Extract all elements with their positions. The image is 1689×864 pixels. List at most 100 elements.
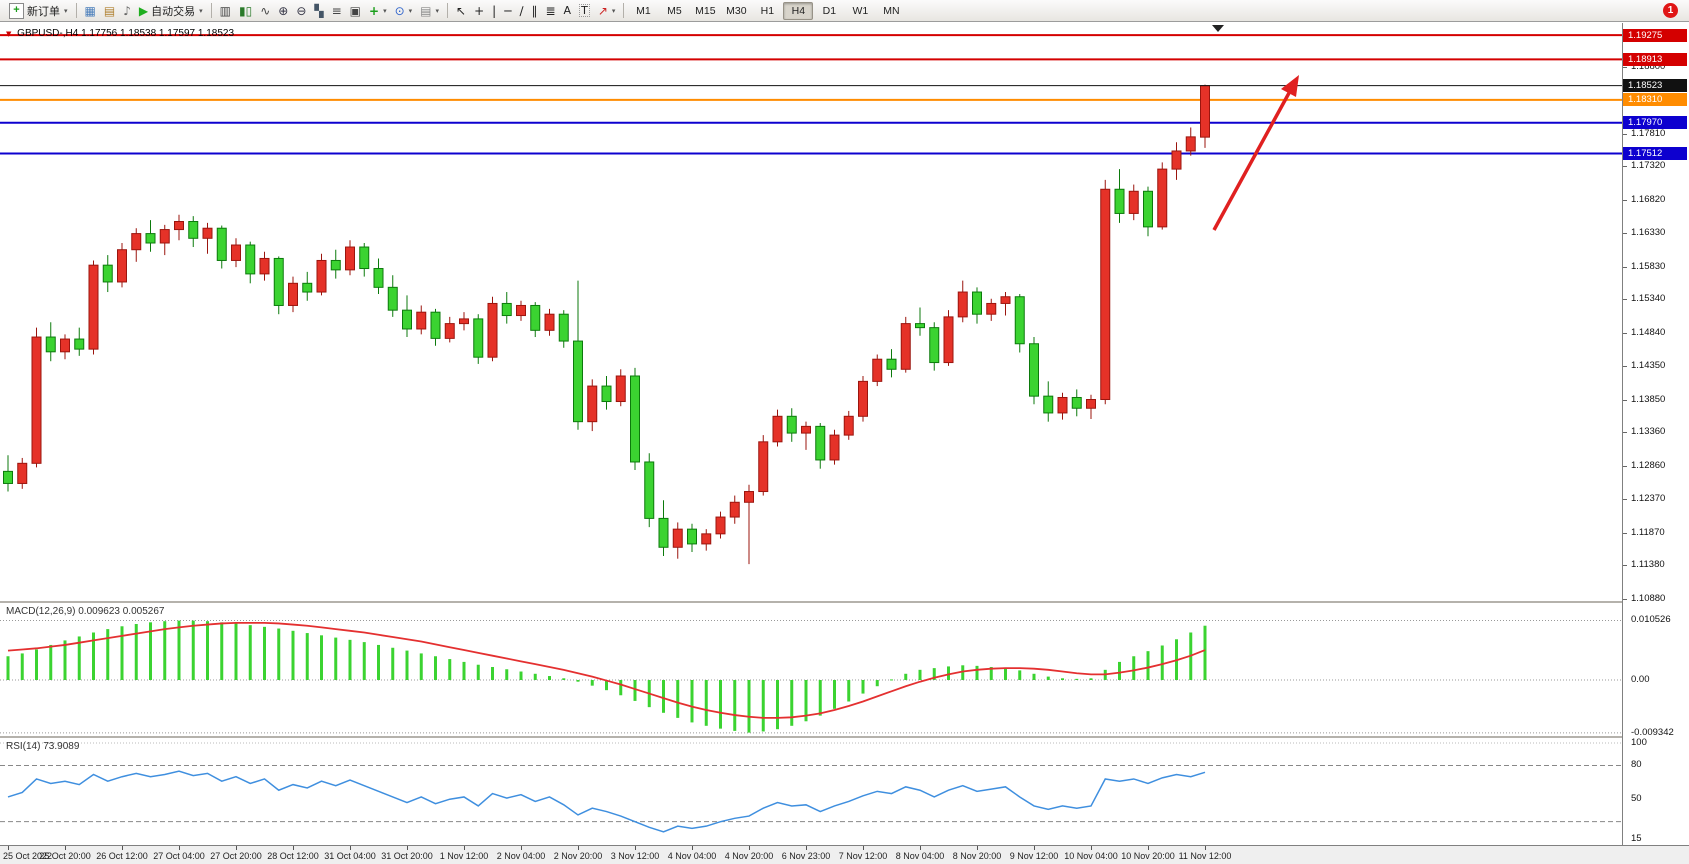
chart-shift-marker-icon[interactable]	[1212, 25, 1224, 32]
rsi-value: 73.9089	[43, 741, 80, 752]
trendline-tool-button[interactable]: ∕	[515, 2, 527, 20]
periods-button[interactable]: ⊙ ▾	[391, 2, 417, 20]
price-tick-mark	[1623, 67, 1627, 68]
timeframe-button-d1[interactable]: D1	[822, 4, 837, 17]
price-tick-label: 1.14350	[1631, 359, 1666, 371]
tile-windows-button[interactable]: ▚	[310, 2, 327, 20]
time-tick-mark	[692, 846, 693, 850]
objects-list-icon: ▣	[349, 3, 362, 18]
macd-histogram-bar	[1089, 678, 1093, 680]
rsi-axis-label: 100	[1631, 737, 1647, 748]
chevron-down-icon: ▾	[611, 6, 616, 15]
candle-body	[416, 311, 427, 330]
text-tool-button[interactable]: A	[560, 2, 576, 20]
cursor-tool-button[interactable]: ↖	[452, 2, 470, 20]
line-chart-button[interactable]: ∿	[256, 2, 274, 20]
chart-canvas[interactable]	[0, 23, 1622, 845]
price-axis[interactable]: 1.18800 1.18310 1.17810 1.17320 1.16820 1.163…	[1622, 23, 1689, 845]
fibonacci-tool-button[interactable]: ≣	[541, 2, 559, 20]
candle-body	[1100, 188, 1111, 401]
candle-body	[1086, 399, 1096, 409]
candle-body	[729, 501, 740, 518]
zoom-out-button[interactable]: ⊖	[292, 2, 310, 20]
macd-histogram-bar	[947, 666, 950, 680]
arrow-tool-icon: ↗	[597, 3, 608, 18]
profiles-button[interactable]: ▤	[100, 2, 119, 20]
tile-windows-icon: ▚	[314, 3, 324, 18]
time-tick-label: 2 Nov 04:00	[496, 851, 546, 861]
macd-histogram-bar	[576, 680, 580, 682]
macd-histogram-bar	[733, 680, 737, 731]
notification-badge[interactable]: 1	[1663, 3, 1678, 18]
autotrading-button[interactable]: ▶ 自动交易 ▾	[135, 2, 207, 20]
price-level-badge: 1.17512	[1623, 147, 1687, 161]
zoom-in-icon: ⊕	[278, 3, 289, 18]
price-tick-mark	[1623, 266, 1627, 268]
timeframe-button-m30[interactable]: M30	[726, 4, 747, 17]
macd-histogram-bar	[761, 680, 765, 732]
charts-button[interactable]: ▦	[81, 2, 100, 20]
macd-histogram-bar	[1203, 625, 1207, 680]
macd-histogram-bar	[676, 680, 680, 718]
candle-body	[402, 309, 412, 330]
candlestick-chart-button[interactable]: ▮▯	[235, 2, 256, 20]
candle-body	[601, 385, 612, 403]
add-indicator-button[interactable]: + ▾	[365, 2, 391, 20]
candle-body	[615, 375, 626, 403]
price-tick-mark	[1623, 599, 1627, 600]
price-tick-label: 1.11380	[1631, 559, 1665, 571]
timeframe-button-w1[interactable]: W1	[852, 4, 869, 17]
trend-arrow-annotation[interactable]	[1212, 92, 1291, 231]
candle-body	[1043, 395, 1054, 414]
price-tick-label: 1.13850	[1631, 393, 1666, 405]
macd-histogram-bar	[334, 637, 338, 680]
objects-list-button[interactable]: ▣	[346, 2, 365, 20]
time-tick-mark	[65, 846, 66, 850]
time-tick-label: 6 Nov 23:00	[781, 851, 831, 861]
channel-tool-button[interactable]: ∥	[527, 2, 541, 20]
templates-button[interactable]: ▤ ▾	[416, 2, 443, 20]
indicators-list-button[interactable]: ≡	[328, 2, 346, 20]
label-tool-button[interactable]: T	[575, 2, 594, 20]
timeframe-button-h4[interactable]: H4	[783, 1, 814, 20]
time-axis[interactable]: 25 Oct 2022 25 Oct 20:00 26 Oct 12:00 27 Oc…	[0, 845, 1689, 864]
macd-histogram-bar	[1018, 670, 1022, 680]
rsi-axis-label: 15	[1631, 832, 1642, 844]
panel-splitter[interactable]	[0, 601, 1689, 603]
panel-splitter[interactable]	[0, 736, 1689, 738]
macd-histogram-bar	[833, 680, 836, 709]
sounds-button[interactable]: ♪	[119, 2, 135, 20]
macd-histogram-bar	[918, 669, 922, 680]
new-order-button[interactable]: + 新订单 ▾	[5, 2, 72, 20]
price-tick-label: 1.16330	[1631, 226, 1666, 238]
macd-histogram-bar	[77, 636, 81, 680]
candle-body	[3, 470, 13, 484]
horizontal-line-tool-button[interactable]: ─	[500, 2, 515, 20]
timeframe-button-mn[interactable]: MN	[883, 4, 900, 17]
candle-body	[701, 533, 712, 545]
timeframe-button-m1[interactable]: M1	[636, 4, 651, 17]
candle-body	[102, 264, 113, 283]
timeframe-button-h1[interactable]: H1	[760, 4, 775, 17]
macd-histogram-bar	[362, 642, 366, 680]
macd-histogram-bar	[1004, 668, 1007, 680]
timeframe-button-m5[interactable]: M5	[667, 4, 682, 17]
time-tick-mark	[464, 846, 465, 850]
vertical-line-tool-button[interactable]: |	[488, 2, 500, 20]
time-tick-mark	[407, 846, 408, 850]
timeframe-button-m15[interactable]: M15	[695, 4, 716, 17]
time-tick-label: 27 Oct 20:00	[210, 851, 262, 861]
crosshair-tool-button[interactable]: +	[470, 2, 488, 20]
candle-body	[929, 327, 940, 364]
arrows-tool-button[interactable]: ↗ ▾	[594, 2, 620, 20]
symbol-name: GBPUSD-,H4	[17, 28, 79, 39]
macd-histogram-bar	[405, 650, 409, 680]
macd-histogram-bar	[6, 656, 10, 680]
zoom-in-button[interactable]: ⊕	[274, 2, 292, 20]
time-tick-label: 7 Nov 12:00	[838, 851, 888, 861]
macd-histogram-bar	[619, 680, 623, 696]
time-tick-mark	[236, 846, 237, 850]
macd-histogram-bar	[1160, 645, 1164, 680]
bar-chart-button[interactable]: ▥	[216, 2, 235, 20]
macd-histogram-bar	[92, 632, 95, 680]
